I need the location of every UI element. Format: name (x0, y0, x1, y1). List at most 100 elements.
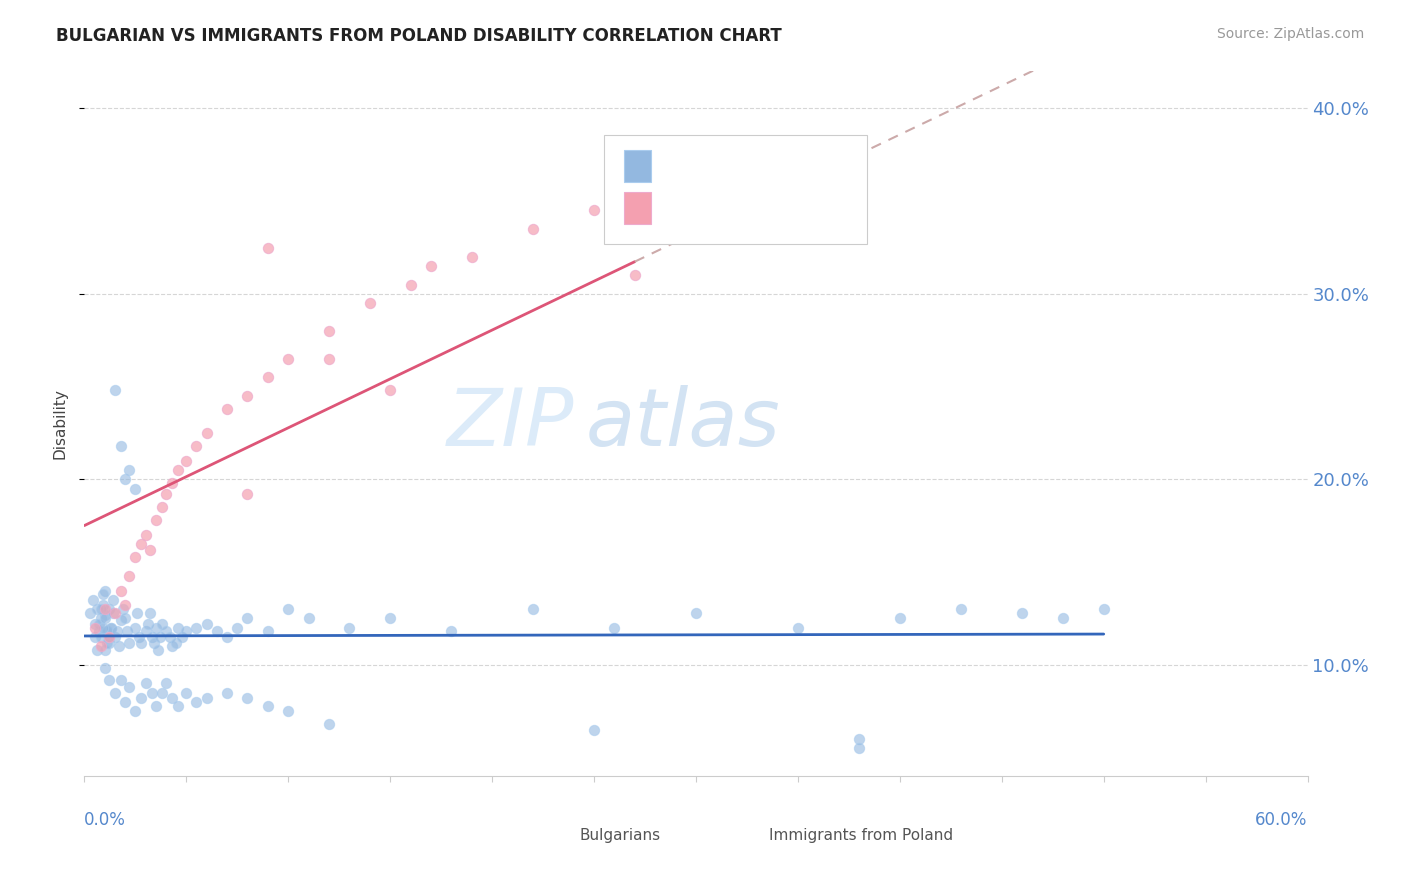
Point (155, 624, 177, 639)
Point (118, 463, 141, 477)
Point (86, 602, 108, 616)
Point (195, 425, 218, 440)
FancyBboxPatch shape (605, 135, 868, 244)
Point (149, 630, 172, 644)
Point (685, 606, 707, 620)
Point (236, 487, 259, 501)
Point (135, 624, 157, 639)
Point (236, 389, 259, 403)
Point (142, 635, 165, 649)
Point (101, 606, 124, 620)
Point (97, 630, 120, 644)
Point (145, 513, 167, 527)
Point (97, 673, 120, 687)
Point (104, 384, 127, 398)
Text: BULGARIAN VS IMMIGRANTS FROM POLAND DISABILITY CORRELATION CHART: BULGARIAN VS IMMIGRANTS FROM POLAND DISA… (56, 27, 782, 45)
Point (127, 606, 149, 620)
Text: R = 0.008   N = 77: R = 0.008 N = 77 (657, 156, 827, 174)
Point (104, 630, 127, 644)
Point (318, 324, 340, 338)
Point (141, 685, 163, 699)
Point (186, 695, 208, 709)
Point (100, 621, 122, 635)
Point (440, 624, 463, 639)
Y-axis label: Disability: Disability (52, 388, 67, 459)
Point (1092, 602, 1115, 616)
FancyBboxPatch shape (547, 824, 578, 848)
Point (167, 698, 190, 713)
Point (104, 685, 127, 699)
Point (217, 685, 239, 699)
Point (167, 463, 190, 477)
FancyBboxPatch shape (624, 192, 651, 224)
Point (118, 680, 141, 694)
Point (380, 611, 402, 625)
Point (298, 611, 321, 625)
Point (108, 639, 131, 653)
Point (97, 635, 120, 649)
Point (83, 621, 105, 635)
Point (195, 617, 218, 632)
Point (950, 602, 973, 616)
Point (186, 621, 208, 635)
Point (522, 602, 544, 616)
Point (124, 482, 146, 496)
Point (236, 611, 259, 625)
Point (118, 568, 141, 582)
Point (124, 550, 146, 565)
Point (155, 487, 177, 501)
Point (318, 717, 340, 731)
Point (146, 643, 169, 657)
Point (83, 617, 105, 632)
Point (172, 630, 194, 644)
Point (131, 635, 153, 649)
Point (1011, 606, 1033, 620)
Point (257, 698, 280, 713)
Point (236, 691, 259, 706)
Point (145, 698, 167, 713)
Point (174, 685, 197, 699)
Point (83, 630, 105, 644)
Point (522, 222, 544, 236)
Point (1052, 611, 1074, 625)
Point (159, 630, 181, 644)
Text: 60.0%: 60.0% (1256, 812, 1308, 830)
Point (339, 621, 361, 635)
Point (110, 673, 132, 687)
Point (138, 542, 160, 557)
Point (110, 613, 132, 627)
Point (160, 476, 183, 491)
Point (889, 611, 911, 625)
Point (112, 602, 135, 616)
Point (104, 606, 127, 620)
Text: Source: ZipAtlas.com: Source: ZipAtlas.com (1216, 27, 1364, 41)
Point (167, 621, 190, 635)
Point (150, 500, 173, 515)
Point (87, 617, 110, 632)
Point (93, 643, 115, 657)
Point (128, 630, 150, 644)
Point (90, 639, 112, 653)
Point (93, 602, 115, 616)
Point (583, 723, 606, 737)
Point (257, 240, 280, 255)
Point (217, 401, 239, 416)
Point (583, 203, 606, 218)
Point (100, 621, 122, 635)
Point (110, 583, 132, 598)
Point (174, 454, 197, 468)
Point (114, 599, 136, 613)
Point (624, 268, 647, 283)
Point (160, 691, 183, 706)
Point (160, 639, 183, 653)
Point (90, 602, 112, 616)
Point (145, 621, 167, 635)
Point (96, 624, 118, 639)
Point (91, 621, 114, 635)
Point (848, 731, 870, 746)
Point (124, 621, 146, 635)
Point (217, 630, 239, 644)
Point (124, 704, 146, 718)
Point (101, 592, 124, 607)
FancyBboxPatch shape (737, 824, 768, 848)
